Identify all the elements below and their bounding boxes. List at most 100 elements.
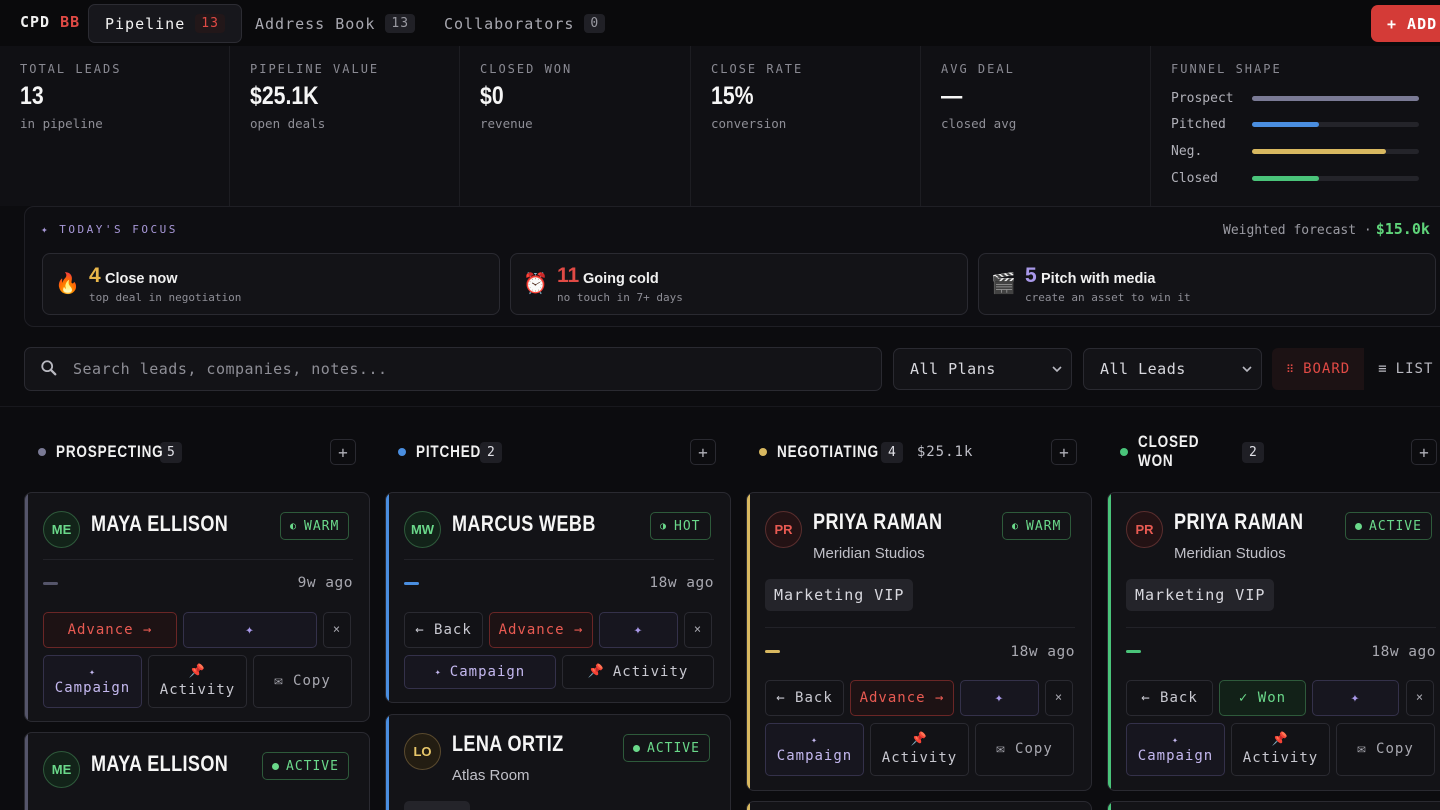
activity-button[interactable]: 📌 Activity (1231, 723, 1330, 776)
board-view-button[interactable]: ⠿ BOARD (1272, 348, 1365, 390)
stat-label: AVG DEAL (941, 62, 1015, 76)
lead-name[interactable]: MAYA ELLISON (91, 511, 229, 536)
button-label: Activity (881, 749, 958, 766)
column-title: PITCHED (416, 442, 482, 461)
ai-sparkle-button[interactable]: ✦ (960, 680, 1039, 716)
lead-name[interactable]: MARCUS WEBB (452, 511, 596, 536)
divider (1126, 627, 1436, 628)
back-button[interactable]: ← Back (1126, 680, 1213, 716)
pushpin-icon: 📌 (1271, 731, 1290, 747)
campaign-button[interactable]: ✦ Campaign (43, 655, 142, 708)
focus-desc: create an asset to win it (1025, 291, 1191, 304)
divider (43, 559, 353, 560)
funnel-row-label: Closed (1171, 171, 1218, 186)
advance-button[interactable]: Advance → (43, 612, 177, 648)
add-card-button[interactable]: + (1411, 439, 1437, 465)
sparkle-icon: ✦ (88, 666, 97, 678)
copy-button[interactable]: ✉ Copy (975, 723, 1074, 776)
tab-address-book[interactable]: Address Book 13 (239, 4, 431, 43)
add-card-button[interactable]: + (1051, 439, 1077, 465)
focus-desc: top deal in negotiation (89, 291, 242, 304)
close-icon[interactable]: × (684, 612, 712, 648)
company-name: Meridian Studios (1174, 545, 1286, 562)
ai-sparkle-button[interactable]: ✦ (599, 612, 678, 648)
status-badge: ACTIVE (262, 752, 349, 780)
stage-accent-bar (25, 733, 28, 810)
lead-card[interactable]: LO LENA ORTIZ Atlas Room ACTIVE (385, 714, 731, 810)
tab-label: Collaborators (444, 14, 575, 33)
badge-label: ACTIVE (647, 740, 700, 756)
last-touch-time: 18w ago (1371, 644, 1436, 660)
avatar: PR (1126, 511, 1163, 548)
dash-indicator (765, 650, 780, 653)
lead-name[interactable]: LENA ORTIZ (452, 731, 564, 756)
avatar: LO (404, 733, 441, 770)
fire-icon: 🔥 (55, 271, 80, 295)
funnel-fill (1252, 96, 1419, 101)
add-card-button[interactable]: + (330, 439, 356, 465)
campaign-button[interactable]: ✦ Campaign (765, 723, 864, 776)
lead-card[interactable]: ME MAYA ELLISON ACTIVE (24, 732, 370, 810)
divider (404, 559, 714, 560)
column-count: 4 (881, 441, 903, 463)
list-icon: ≡ (1378, 361, 1388, 377)
funnel-shape: FUNNEL SHAPE Prospect Pitched Neg. Close… (1151, 46, 1440, 206)
ai-sparkle-button[interactable]: ✦ (183, 612, 317, 648)
lead-name[interactable]: PRIYA RAMAN (1174, 509, 1304, 534)
add-card-button[interactable]: + (690, 439, 716, 465)
activity-button[interactable]: 📌 Activity (562, 655, 714, 689)
stat-pipeline-value: PIPELINE VALUE $25.1K open deals (230, 46, 460, 206)
lead-card[interactable] (1107, 801, 1440, 810)
stat-sub: open deals (250, 116, 326, 131)
lead-card[interactable]: PR PRIYA RAMAN Meridian Studios ◐ WARM Ma… (746, 492, 1092, 791)
grid-icon: ⠿ (1286, 362, 1296, 376)
status-dot (759, 448, 767, 456)
tab-count: 13 (385, 14, 416, 33)
campaign-button[interactable]: ✦ Campaign (404, 655, 556, 689)
close-icon[interactable]: × (1406, 680, 1434, 716)
stat-sub: in pipeline (20, 116, 103, 131)
stat-close-rate: CLOSE RATE 15% conversion (691, 46, 921, 206)
advance-button[interactable]: Advance → (489, 612, 593, 648)
top-bar: CPD BB Pipeline 13 Address Book 13 Colla… (0, 0, 1440, 46)
focus-count: 5 (1025, 264, 1037, 287)
status-badge: ◑ HOT (650, 512, 711, 540)
last-touch-time: 18w ago (1010, 644, 1075, 660)
lead-card[interactable]: PR PRIYA RAMAN Meridian Studios ACTIVE M… (1107, 492, 1440, 791)
dash-indicator (404, 582, 419, 585)
last-touch-time: 9w ago (297, 575, 353, 591)
campaign-button[interactable]: ✦ Campaign (1126, 723, 1225, 776)
activity-button[interactable]: 📌 Activity (148, 655, 247, 708)
stage-accent-bar (386, 493, 389, 702)
lead-name[interactable]: PRIYA RAMAN (813, 509, 943, 534)
back-button[interactable]: ← Back (765, 680, 844, 716)
stat-label: CLOSED WON (480, 62, 573, 76)
lead-card[interactable]: ME MAYA ELLISON ◐ WARM 9w ago Advance → ✦… (24, 492, 370, 722)
app-logo[interactable]: CPD BB (20, 13, 80, 31)
activity-button[interactable]: 📌 Activity (870, 723, 969, 776)
back-button[interactable]: ← Back (404, 612, 483, 648)
list-view-button[interactable]: ≡ LIST (1364, 348, 1440, 390)
close-icon[interactable]: × (323, 612, 351, 648)
lead-filter-select[interactable]: All Leads (1083, 348, 1262, 390)
status-dot (272, 762, 279, 770)
add-lead-button[interactable]: + ADD (1371, 5, 1440, 42)
tab-pipeline[interactable]: Pipeline 13 (88, 4, 242, 43)
tab-count: 0 (584, 14, 606, 33)
copy-button[interactable]: ✉ Copy (253, 655, 352, 708)
lead-name[interactable]: MAYA ELLISON (91, 751, 229, 776)
search-input[interactable] (73, 348, 863, 390)
won-button[interactable]: ✓ Won (1219, 680, 1306, 716)
lead-card[interactable]: MW MARCUS WEBB ◑ HOT 18w ago ← Back Advan… (385, 492, 731, 703)
advance-button[interactable]: Advance → (850, 680, 954, 716)
plan-filter-select[interactable]: All Plans (893, 348, 1072, 390)
close-icon[interactable]: × (1045, 680, 1073, 716)
stat-avg-deal: AVG DEAL — closed avg (921, 46, 1151, 206)
focus-card-close-now[interactable]: 🔥 4 Close now top deal in negotiation (42, 253, 500, 315)
lead-card[interactable] (746, 801, 1092, 810)
focus-card-going-cold[interactable]: ⏰ 11 Going cold no touch in 7+ days (510, 253, 968, 315)
focus-card-pitch-with-media[interactable]: 🎬 5 Pitch with media create an asset to … (978, 253, 1436, 315)
ai-sparkle-button[interactable]: ✦ (1312, 680, 1399, 716)
copy-button[interactable]: ✉ Copy (1336, 723, 1435, 776)
tab-collaborators[interactable]: Collaborators 0 (428, 4, 621, 43)
